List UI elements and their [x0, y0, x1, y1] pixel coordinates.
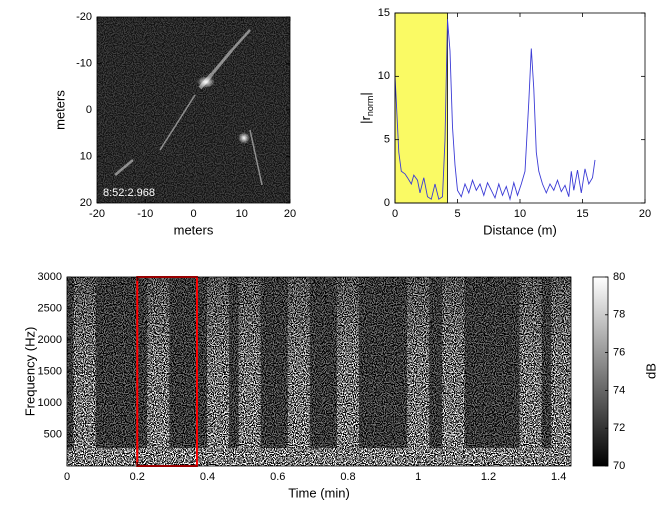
colorbar-tick-label: 70 [613, 460, 625, 472]
y-tick-label: 3000 [38, 271, 62, 283]
noise-floor [67, 277, 571, 466]
x-tick-label: 15 [576, 208, 588, 220]
colorbar-tick-label: 72 [613, 422, 625, 434]
x-tick-label: 1.2 [481, 471, 496, 483]
spectrogram-texture [67, 277, 571, 466]
y-tick-label: -20 [76, 11, 92, 23]
y-axis-label-part: |r [358, 115, 373, 123]
colorbar-tick-label: 76 [613, 347, 625, 359]
x-tick-label: 1.4 [551, 471, 566, 483]
y-tick-label: 2500 [38, 302, 62, 314]
y-tick-label: 15 [378, 7, 390, 19]
y-tick-label: 10 [378, 70, 390, 82]
y-tick-label: 20 [80, 197, 92, 209]
x-axis-label: Distance (m) [483, 222, 557, 237]
sonar-echo [238, 132, 250, 144]
y-tick-label: 500 [44, 428, 62, 440]
event-band [519, 277, 542, 466]
colorbar [592, 276, 609, 467]
event-band [73, 277, 96, 466]
colorbar-tick-label: 78 [613, 309, 625, 321]
y-axis-label-part: norm [365, 96, 375, 117]
sonar-speckle [97, 17, 290, 203]
event-band [287, 277, 310, 466]
x-tick-label: 0.8 [340, 471, 355, 483]
y-axis-label: |rnorm| [358, 92, 375, 124]
y-axis-label: meters [52, 90, 67, 130]
y-tick-label: 10 [80, 150, 92, 162]
y-tick-label: 5 [384, 134, 390, 146]
sonar-echo [114, 159, 134, 176]
low-freq-band [67, 448, 571, 466]
x-tick-label: -10 [137, 208, 153, 220]
x-axis-label: Time (min) [288, 485, 350, 500]
colorbar-label: dB [643, 363, 658, 379]
x-tick-label: 10 [236, 208, 248, 220]
x-tick-label: 1 [415, 471, 421, 483]
x-tick-label: 5 [454, 208, 460, 220]
colorbar-tick-label: 80 [613, 271, 625, 283]
event-band [147, 277, 170, 466]
y-tick-label: 0 [86, 104, 92, 116]
y-tick-label: 1500 [38, 365, 62, 377]
y-tick-label: 0 [384, 197, 390, 209]
y-axis-label: Frequency (Hz) [22, 327, 37, 417]
x-tick-label: -20 [89, 208, 105, 220]
data-line [394, 19, 596, 201]
x-tick-label: 0 [64, 471, 70, 483]
x-tick-label: 0.2 [130, 471, 145, 483]
event-band [336, 277, 359, 466]
colorbar-tick-label: 74 [613, 384, 625, 396]
y-axis-label-part: | [358, 92, 373, 95]
x-tick-label: 0.4 [200, 471, 215, 483]
sonar-echo [159, 94, 196, 151]
x-tick-label: 20 [639, 208, 651, 220]
sonar-echo [231, 29, 251, 51]
event-band [238, 277, 261, 466]
x-tick-label: 0.6 [270, 471, 285, 483]
event-band [442, 277, 465, 466]
y-tick-label: 2000 [38, 334, 62, 346]
timestamp: 8:52:2.968 [103, 187, 155, 199]
event-band [551, 277, 571, 466]
x-tick-label: 10 [514, 208, 526, 220]
y-tick-label: 1000 [38, 397, 62, 409]
x-tick-label: 0 [392, 208, 398, 220]
sonar-echo [249, 129, 263, 186]
x-axis-label: meters [174, 222, 214, 237]
x-tick-label: 20 [284, 208, 296, 220]
event-band [207, 277, 230, 466]
sonar-echo [197, 76, 215, 88]
highlight [394, 12, 448, 204]
y-tick-label: -10 [76, 57, 92, 69]
event-band [407, 277, 430, 466]
sonar-echo [210, 49, 234, 75]
x-tick-label: 0 [190, 208, 196, 220]
